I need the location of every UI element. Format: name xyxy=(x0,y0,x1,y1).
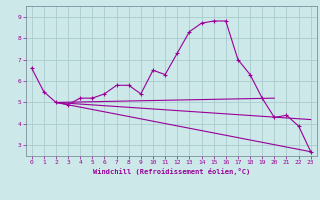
X-axis label: Windchill (Refroidissement éolien,°C): Windchill (Refroidissement éolien,°C) xyxy=(92,168,250,175)
